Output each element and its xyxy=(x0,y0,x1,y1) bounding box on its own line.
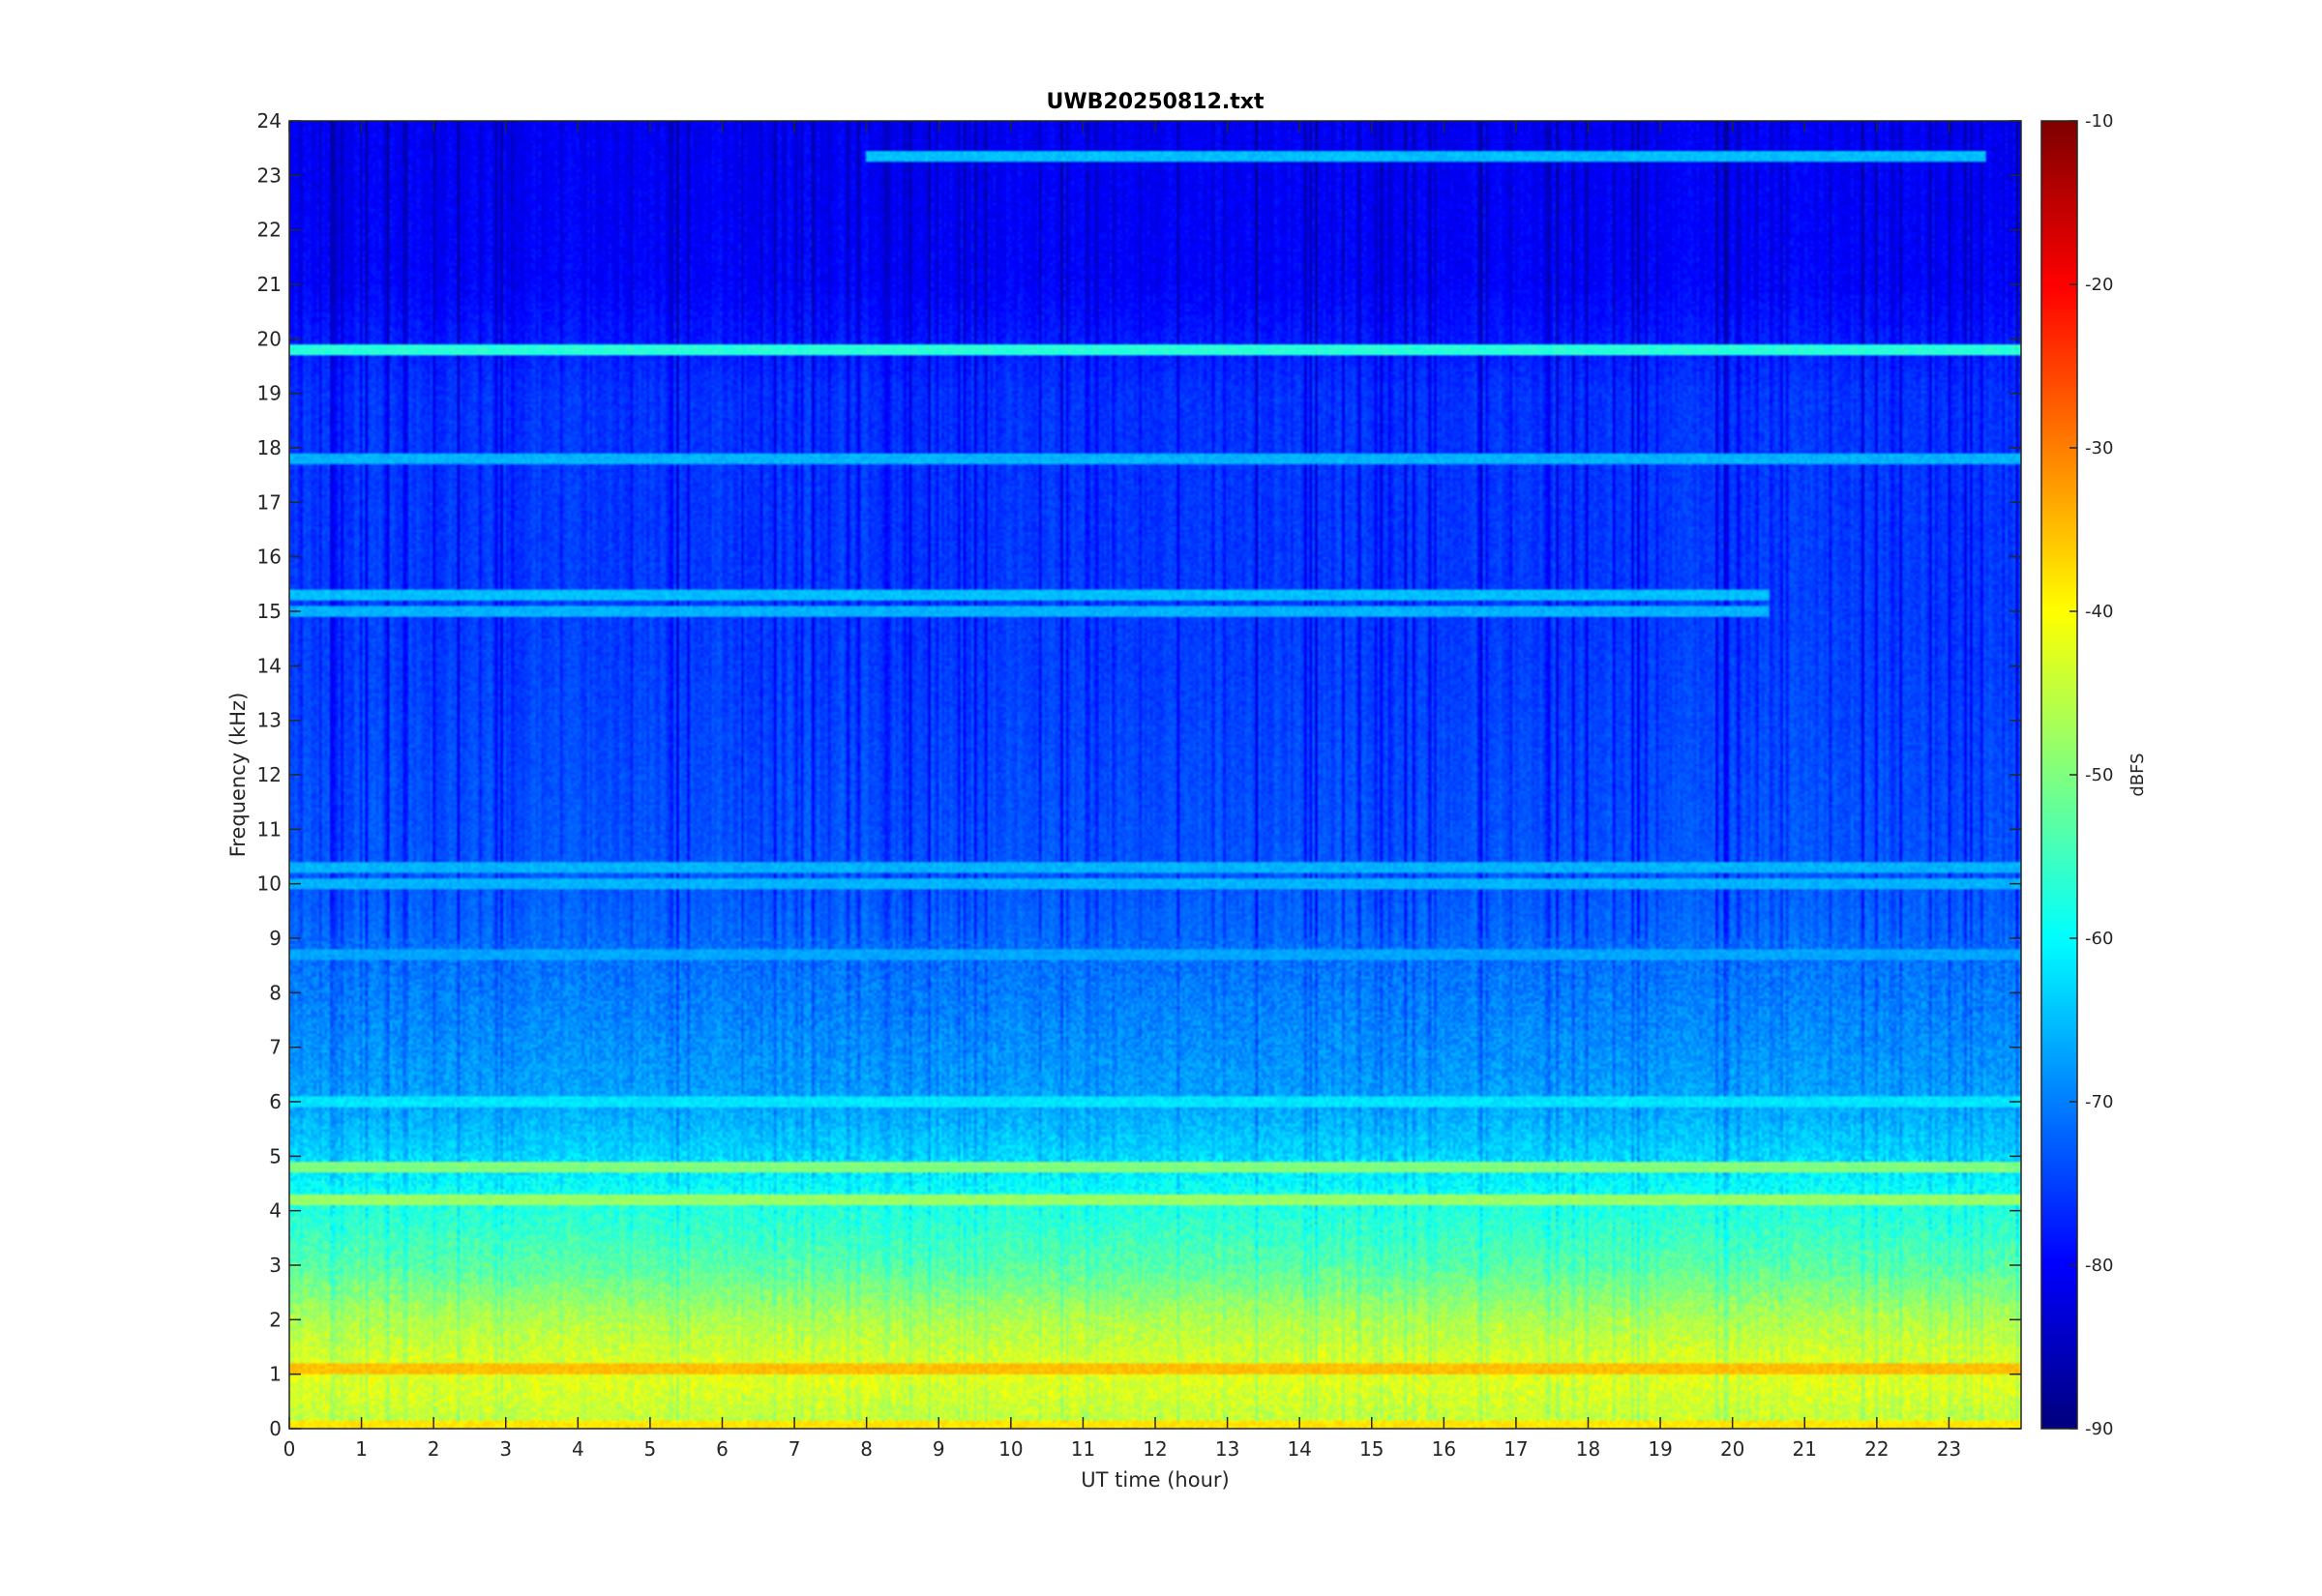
x-tick-label: 23 xyxy=(1937,1437,1961,1461)
y-tick-label: 22 xyxy=(257,219,282,242)
colorbar-tick-label: -70 xyxy=(2085,1092,2113,1112)
x-tick-label: 21 xyxy=(1793,1437,1817,1461)
x-tick-label: 18 xyxy=(1576,1437,1600,1461)
y-tick-label: 6 xyxy=(269,1090,282,1113)
colorbar-tick-label: -10 xyxy=(2085,111,2113,132)
x-tick-label: 7 xyxy=(789,1437,801,1461)
chart-title: UWB20250812.txt xyxy=(1047,90,1265,114)
colorbar-tick-label: -60 xyxy=(2085,929,2113,949)
x-tick-label: 11 xyxy=(1071,1437,1095,1461)
x-tick-label: 14 xyxy=(1287,1437,1311,1461)
y-tick-label: 9 xyxy=(269,927,282,950)
y-tick-label: 18 xyxy=(257,436,282,459)
spectrogram-heatmap xyxy=(289,121,2021,1429)
y-tick-label: 13 xyxy=(257,709,282,732)
x-axis-label: UT time (hour) xyxy=(1081,1468,1229,1492)
y-tick-label: 12 xyxy=(257,763,282,786)
y-tick-label: 14 xyxy=(257,654,282,677)
x-tick-label: 4 xyxy=(572,1437,584,1461)
y-tick-label: 5 xyxy=(269,1144,282,1167)
x-tick-label: 3 xyxy=(499,1437,512,1461)
x-tick-label: 16 xyxy=(1432,1437,1456,1461)
y-tick-label: 0 xyxy=(269,1417,282,1440)
y-tick-label: 7 xyxy=(269,1036,282,1059)
y-tick-label: 20 xyxy=(257,327,282,350)
y-tick-label: 24 xyxy=(257,109,282,133)
x-tick-label: 10 xyxy=(998,1437,1023,1461)
x-tick-label: 20 xyxy=(1720,1437,1744,1461)
x-tick-label: 17 xyxy=(1503,1437,1528,1461)
x-tick-label: 22 xyxy=(1864,1437,1889,1461)
x-tick-label: 2 xyxy=(428,1437,440,1461)
x-tick-label: 8 xyxy=(860,1437,873,1461)
colorbar-tick-label: -20 xyxy=(2085,275,2113,295)
x-tick-label: 0 xyxy=(283,1437,296,1461)
colorbar-tick-label: -30 xyxy=(2085,438,2113,458)
x-tick-label: 12 xyxy=(1143,1437,1167,1461)
y-tick-label: 16 xyxy=(257,546,282,569)
colorbar-tick-label: -40 xyxy=(2085,602,2113,622)
y-tick-label: 19 xyxy=(257,382,282,405)
x-tick-label: 15 xyxy=(1359,1437,1384,1461)
x-tick-label: 1 xyxy=(355,1437,368,1461)
colorbar-ticks: -10 -20 -30 -40 -50 -60 -70 -80 -90 xyxy=(2069,111,2113,1439)
y-tick-label: 4 xyxy=(269,1199,282,1223)
colorbar-tick-label: -90 xyxy=(2085,1419,2113,1439)
x-tick-label: 9 xyxy=(933,1437,945,1461)
colorbar-tick-label: -80 xyxy=(2085,1256,2113,1276)
y-tick-label: 10 xyxy=(257,872,282,896)
x-tick-label: 13 xyxy=(1215,1437,1239,1461)
y-tick-label: 17 xyxy=(257,490,282,514)
x-tick-label: 5 xyxy=(644,1437,657,1461)
colorbar-label: dBFS xyxy=(2128,753,2148,796)
y-axis-label: Frequency (kHz) xyxy=(226,693,250,858)
y-tick-label: 2 xyxy=(269,1308,282,1331)
colorbar-tick-label: -50 xyxy=(2085,765,2113,785)
x-tick-label: 6 xyxy=(716,1437,729,1461)
y-tick-label: 15 xyxy=(257,600,282,623)
y-tick-label: 3 xyxy=(269,1254,282,1277)
y-tick-label: 21 xyxy=(257,273,282,296)
y-tick-label: 1 xyxy=(269,1363,282,1386)
y-tick-label: 11 xyxy=(257,817,282,841)
y-tick-label: 8 xyxy=(269,981,282,1004)
y-tick-label: 23 xyxy=(257,163,282,187)
x-tick-label: 19 xyxy=(1648,1437,1672,1461)
x-axis-ticks: 0 1 2 3 4 5 6 7 8 9 10 11 12 13 14 15 16 17 18 19 20 21 22 23 xyxy=(283,121,1961,1461)
